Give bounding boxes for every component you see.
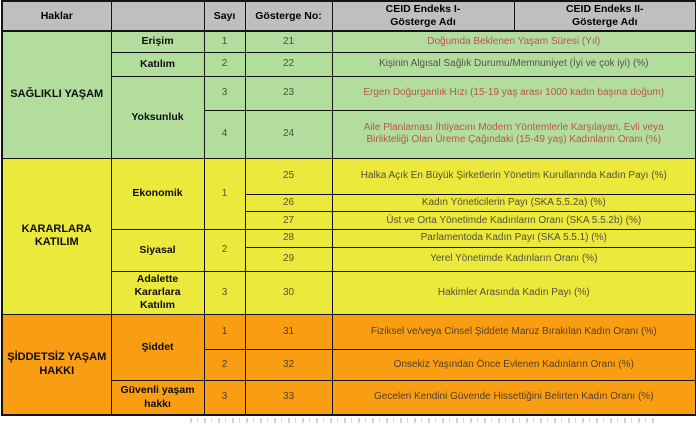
gosterge-no-cell: 33 [244,379,333,416]
subcat-cell-adalette-kararlara-katilim: Adalette Kararlara Katılım [110,270,205,315]
indicator-name-cell: Kadın Yöneticilerin Payı (SKA 5.5.2a) (%… [331,193,696,213]
table-row: SAĞLIKLI YAŞAM Erişim 1 21 Doğumda Bekle… [1,30,696,159]
gosterge-no-cell: 32 [244,348,333,381]
header-subcategory [110,0,205,33]
header-gosterge-no: Gösterge No: [244,0,333,33]
indicator-name-cell: Doğumda Beklenen Yaşam Süresi (Yıl) [331,30,696,53]
gosterge-no-cell: 21 [244,30,333,53]
header-row: Haklar Sayı Gösterge No: CEID Endeks I- … [1,0,696,33]
sayi-cell: 1 [203,313,246,350]
sayi-cell: 2 [203,51,246,77]
gosterge-no-cell: 25 [244,157,333,195]
gosterge-no-cell: 28 [244,229,333,248]
indicator-name-cell: Geceleri Kendini Güvende Hissettiğini Be… [331,379,696,416]
gosterge-no-cell: 29 [244,246,333,272]
sayi-cell: 1 [203,30,246,53]
indicator-name-cell: Parlamentoda Kadın Payı (SKA 5.5.1) (%) [331,229,696,248]
gosterge-no-cell: 27 [244,211,333,231]
indicator-name-cell: Halka Açık En Büyük Şirketlerin Yönetim … [331,157,696,195]
sayi-cell: 2 [203,229,246,272]
indicator-name-cell: Ergen Doğurganlık Hızı (15-19 yaş arası … [331,75,696,111]
gosterge-no-cell: 30 [244,270,333,315]
table-row: Güvenli yaşam hakkı 3 33 Geceleri Kendin… [2,379,696,416]
gosterge-no-cell: 31 [244,313,333,350]
header-sayi: Sayı [203,0,246,33]
group-cell-saglikli-yasam: SAĞLIKLI YAŞAM [1,30,112,159]
subcat-cell-ekonomik: Ekonomik [110,157,205,231]
sayi-cell: 2 [203,348,246,381]
indicator-name-cell: Aile Planlaması İhtiyacını Modern Yöntem… [331,109,696,159]
indicator-table-page: Haklar Sayı Gösterge No: CEID Endeks I- … [1,0,696,424]
ceid-indicator-table: Haklar Sayı Gösterge No: CEID Endeks I- … [1,0,696,417]
cut-off-caption-fragment [190,418,656,424]
sayi-cell: 1 [203,157,246,231]
group-cell-siddetsiz-yasam-hakki: ŞİDDETSİZ YAŞAM HAKKI [1,313,112,416]
subcat-cell-katilim: Katılım [110,51,205,77]
subcat-cell-yoksunluk: Yoksunluk [110,75,205,159]
subcat-cell-erisim: Erişim [110,30,205,53]
gosterge-no-cell: 24 [244,109,333,159]
subcat-cell-guvenli-yasam-hakki: Güvenli yaşam hakkı [110,379,205,416]
sayi-cell: 3 [203,270,246,315]
subcat-cell-siddet: Şiddet [110,313,205,381]
table-row: KARARLARA KATILIM Ekonomik 1 25 Halka Aç… [1,157,696,315]
gosterge-no-cell: 26 [244,193,333,213]
indicator-name-cell: Kişinin Algısal Sağlık Durumu/Memnuniyet… [331,51,696,77]
gosterge-no-cell: 23 [244,75,333,111]
sayi-cell: 3 [203,379,246,416]
group-cell-kararlara-katilim: KARARLARA KATILIM [1,157,112,315]
indicator-name-cell: Fiziksel ve/veya Cinsel Şiddete Maruz Bı… [331,313,696,350]
table-row: 2 32 Onsekiz Yaşından Önce Evlenen Kadın… [2,348,696,381]
table-row: Katılım 2 22 Kişinin Algısal Sağlık Duru… [2,51,696,77]
indicator-name-cell: Yerel Yönetimde Kadınların Oranı (%) [331,246,696,272]
header-ceid-endeks-2: CEID Endeks II- Gösterge Adı [513,0,696,33]
sayi-cell: 4 [203,109,246,159]
table-row: 4 24 Aile Planlaması İhtiyacını Modern Y… [2,109,696,159]
indicator-name-cell: Üst ve Orta Yönetimde Kadınların Oranı (… [331,211,696,231]
indicator-name-cell: Hakimler Arasında Kadın Payı (%) [331,270,696,315]
header-haklar: Haklar [1,0,112,33]
table-row: Adalette Kararlara Katılım 3 30 Hakimler… [2,270,696,315]
indicator-name-cell: Onsekiz Yaşından Önce Evlenen Kadınların… [331,348,696,381]
subcat-cell-siyasal: Siyasal [110,229,205,272]
table-row: 27 Üst ve Orta Yönetimde Kadınların Oran… [2,211,696,231]
table-row: ŞİDDETSİZ YAŞAM HAKKI Şiddet 1 31 Fiziks… [1,313,696,416]
gosterge-no-cell: 22 [244,51,333,77]
sayi-cell: 3 [203,75,246,111]
header-ceid-endeks-1: CEID Endeks I- Gösterge Adı [331,0,515,33]
